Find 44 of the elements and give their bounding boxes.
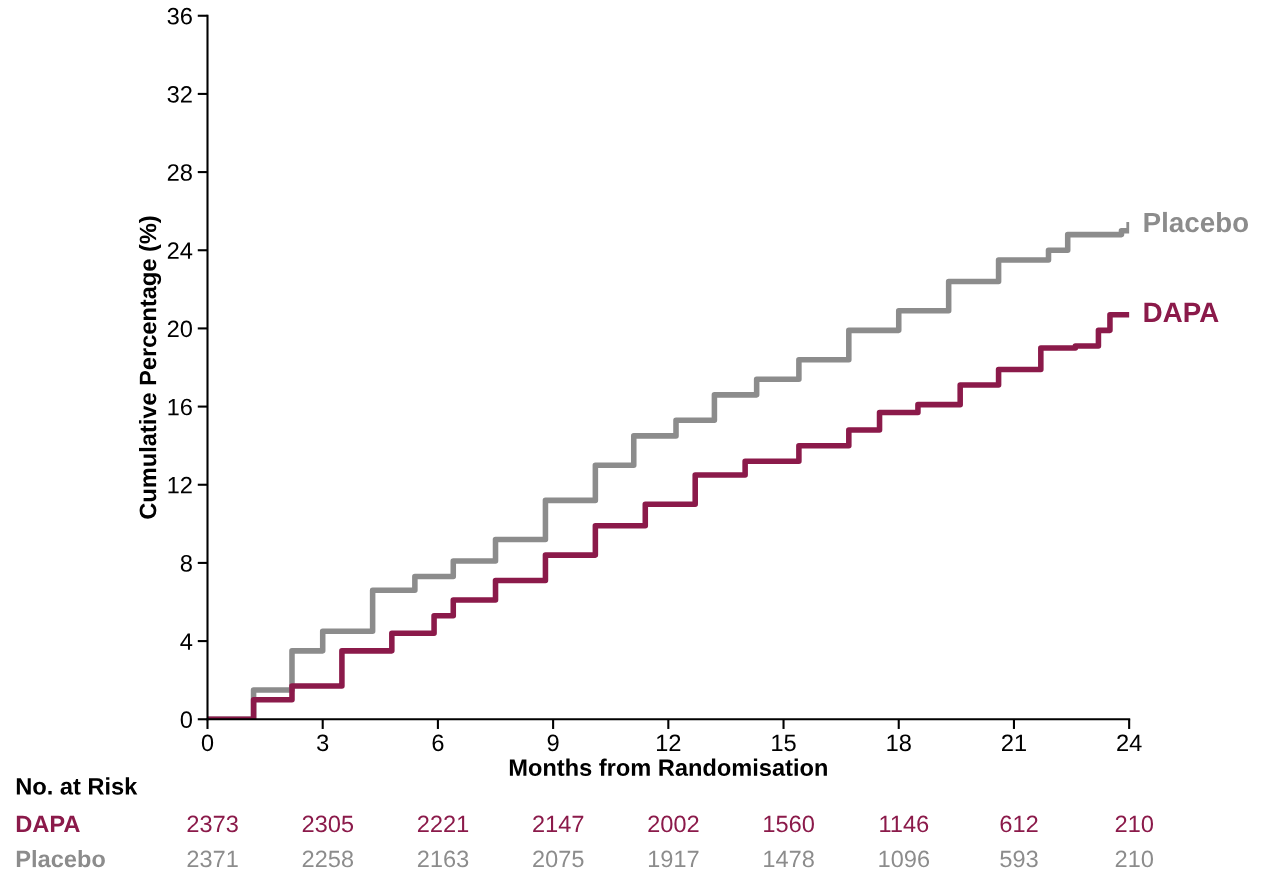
y-tick-label: 28 [167,164,192,181]
x-tick-label: 0 [201,734,214,752]
x-tick-label: 18 [887,734,911,752]
y-tick-label: 16 [168,398,192,416]
text: 612 [1000,815,1038,833]
x-tick-label: 15 [772,734,796,752]
y-tick-label: 36 [167,7,192,25]
text: 2221 [417,815,469,833]
x-tick-label: 21 [1002,734,1026,751]
series-label: Placebo [1144,211,1249,233]
text: 1478 [764,850,814,868]
y-tick-label: 12 [168,476,192,494]
y-tick-label: 20 [167,320,192,338]
y-axis-title: Cumulative Percentage (%) [138,216,162,519]
text: DAPA [16,815,80,833]
text: 1560 [764,815,814,833]
text: 2075 [533,850,584,868]
text: 593 [1000,850,1038,868]
text: 2373 [187,815,238,833]
x-tick-label: 12 [657,734,681,751]
x-tick-label: 6 [432,734,444,752]
y-tick-label: 0 [180,711,192,729]
text: 2371 [187,850,238,868]
x-axis-title: Months from Randomisation [509,758,827,776]
text: 2305 [302,815,354,833]
text: 210 [1115,850,1154,868]
y-tick-label: 32 [167,85,192,103]
text: 1096 [879,850,930,868]
text: 2258 [302,850,354,868]
text: Placebo [16,849,105,868]
series-label: DAPA [1144,302,1219,322]
text: 2163 [417,850,469,868]
x-tick-label: 9 [547,734,559,752]
text: 2002 [648,815,699,833]
y-tick-label: 4 [180,633,193,650]
text: 1146 [880,815,929,833]
y-tick-label: 24 [167,242,193,259]
x-tick-label: 24 [1117,734,1142,751]
text: 2147 [533,815,584,833]
x-tick-label: 3 [317,734,329,752]
text: No. at Risk [16,777,138,795]
text: 1917 [648,850,699,868]
y-tick-label: 8 [180,554,192,572]
text: 210 [1115,815,1154,833]
